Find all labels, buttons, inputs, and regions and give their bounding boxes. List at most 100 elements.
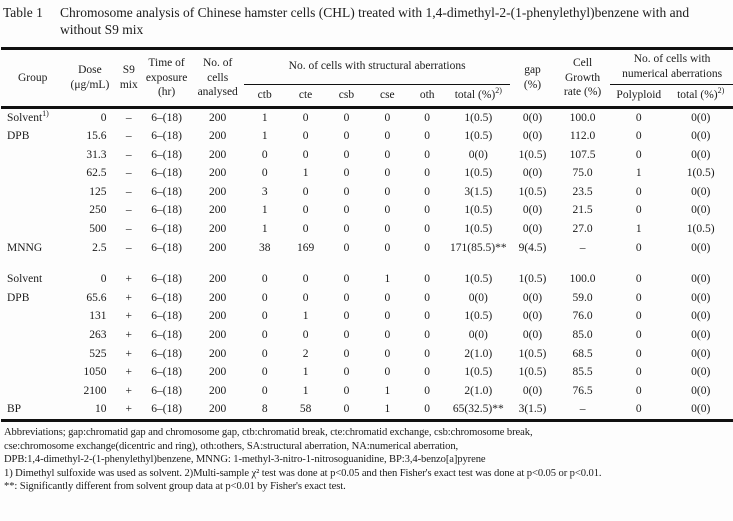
cell-growth: 76.0 xyxy=(572,310,593,323)
cell-total-na: 0(0) xyxy=(691,273,711,286)
table-row: DPB 65.6 +6–(18) 200 0 0 0 0 0 0(0) 0(0) 59.0 0 0(0) xyxy=(1,289,733,308)
spacer-cell xyxy=(1,257,733,270)
table-number: Table 1 xyxy=(3,5,43,20)
cell-dose: 263 xyxy=(89,329,107,342)
cell-cse: 0 xyxy=(384,223,391,236)
cell-ctb: 0 xyxy=(261,347,268,360)
cell-oth: 0 xyxy=(424,347,431,360)
cell-cse: 0 xyxy=(384,185,391,198)
cell-cells: 200 xyxy=(209,366,227,379)
cell-total-sa: 1(0.5) xyxy=(464,204,493,217)
cell-growth: 27.0 xyxy=(572,223,593,236)
cell-group: Solvent xyxy=(7,273,43,286)
cell-total-na: 0(0) xyxy=(691,185,711,198)
col-group-numerical-aberrations: No. of cells with numerical aberrations xyxy=(610,48,733,85)
cell-growth: 112.0 xyxy=(569,130,596,143)
cell-group xyxy=(1,201,64,220)
cell-total-sa: 3(1.5) xyxy=(464,185,493,198)
cell-total-na: 0(0) xyxy=(691,148,711,161)
col-header-csb: csb xyxy=(338,89,355,101)
cell-ctb: 0 xyxy=(261,329,268,342)
cell-cells: 200 xyxy=(209,167,227,180)
col-header-cells-analysed: No. of cells analysed xyxy=(197,57,238,98)
cell-gap: 0(0) xyxy=(522,384,543,397)
cell-cse: 0 xyxy=(384,204,391,217)
cell-growth: 75.0 xyxy=(572,167,593,180)
cell-growth: – xyxy=(579,241,586,254)
table-row: 62.5 – 6–(18) 200 0 1 0 0 0 1(0.5) 0(0) 75.0 1 1(0.5) xyxy=(1,164,733,183)
table-row: 525 +6–(18) 200 0 2 0 0 0 2(1.0) 1(0.5) 68.5 0 0(0) xyxy=(1,345,733,364)
cell-growth: 100.0 xyxy=(569,111,596,124)
table-row: 250 – 6–(18) 200 1 0 0 0 0 1(0.5) 0(0) 21.5 0 0(0) xyxy=(1,201,733,220)
cell-s9: – xyxy=(125,130,132,143)
cell-dose: 65.6 xyxy=(86,291,107,304)
cell-total-sa: 1(0.5) xyxy=(464,366,493,379)
cell-group xyxy=(1,164,64,183)
table-row: Solvent 0 +6–(18) 200 0 0 0 1 0 1(0.5) 1(0.5) 100.0… xyxy=(1,270,733,289)
cell-dose: 525 xyxy=(89,347,107,360)
footnote-marker-1: 1) xyxy=(42,108,49,118)
cell-time: 6–(18) xyxy=(151,130,182,143)
cell-cells: 200 xyxy=(209,223,227,236)
cell-cells: 200 xyxy=(209,403,227,416)
cell-cte: 58 xyxy=(299,403,312,416)
cell-total-sa: 2(1.0) xyxy=(464,347,493,360)
cell-csb: 0 xyxy=(343,223,350,236)
cell-total-sa: 0(0) xyxy=(468,148,488,161)
cell-oth: 0 xyxy=(424,273,431,286)
cell-dose: 15.6 xyxy=(86,130,107,143)
cell-cte: 0 xyxy=(302,111,309,124)
cell-total-na: 0(0) xyxy=(691,384,711,397)
cell-total-sa: 0(0) xyxy=(468,329,488,342)
cell-cse: 0 xyxy=(384,310,391,323)
cell-s9: + xyxy=(125,347,133,360)
cell-polyploid: 0 xyxy=(635,310,642,323)
cell-ctb: 0 xyxy=(261,148,268,161)
cell-total-sa: 1(0.5) xyxy=(464,111,493,124)
cell-s9: – xyxy=(125,185,132,198)
col-header-dose: Dose (μg/mL) xyxy=(70,64,110,91)
footnote-marker-2: 2) xyxy=(717,86,725,96)
cell-gap: 0(0) xyxy=(522,223,543,236)
cell-polyploid: 0 xyxy=(635,130,642,143)
cell-cte: 0 xyxy=(302,204,309,217)
cell-cells: 200 xyxy=(209,291,227,304)
cell-ctb: 3 xyxy=(261,185,268,198)
col-header-polyploid: Polyploid xyxy=(616,89,662,101)
table-row: 1050 +6–(18) 200 0 1 0 0 0 1(0.5) 1(0.5) 85.5 0 0(0) xyxy=(1,363,733,382)
col-header-s9-mix: S9 mix xyxy=(119,64,138,91)
cell-cells: 200 xyxy=(209,130,227,143)
cell-oth: 0 xyxy=(424,403,431,416)
cell-ctb: 0 xyxy=(261,366,268,379)
cell-cells: 200 xyxy=(209,347,227,360)
cell-oth: 0 xyxy=(424,130,431,143)
cell-oth: 0 xyxy=(424,291,431,304)
cell-total-na: 0(0) xyxy=(691,347,711,360)
col-header-total-structural: total (%)2) xyxy=(454,86,502,101)
cell-growth: 59.0 xyxy=(572,291,593,304)
cell-polyploid: 0 xyxy=(635,204,642,217)
cell-gap: 0(0) xyxy=(522,204,543,217)
footnote-chemical-names: DPB:1,4-dimethyl-2-(1-phenylethyl)benzen… xyxy=(4,454,486,465)
cell-s9: + xyxy=(125,366,133,379)
cell-oth: 0 xyxy=(424,185,431,198)
cell-group: Solvent1) xyxy=(7,108,49,124)
cell-growth: – xyxy=(579,403,586,416)
cell-gap: 0(0) xyxy=(522,130,543,143)
cell-polyploid: 0 xyxy=(635,148,642,161)
cell-cse: 0 xyxy=(384,329,391,342)
cell-dose: 31.3 xyxy=(86,148,107,161)
cell-cse: 1 xyxy=(384,273,391,286)
cell-cte: 0 xyxy=(302,130,309,143)
cell-time: 6–(18) xyxy=(151,384,182,397)
cell-gap: 3(1.5) xyxy=(518,403,547,416)
cell-csb: 0 xyxy=(343,384,350,397)
cell-dose: 131 xyxy=(89,310,107,323)
cell-gap: 1(0.5) xyxy=(518,273,547,286)
cell-total-na: 1(0.5) xyxy=(686,167,715,180)
cell-total-na: 0(0) xyxy=(691,291,711,304)
cell-dose: 2100 xyxy=(83,384,107,397)
cell-oth: 0 xyxy=(424,148,431,161)
cell-s9: – xyxy=(125,223,132,236)
cell-group xyxy=(1,363,64,382)
